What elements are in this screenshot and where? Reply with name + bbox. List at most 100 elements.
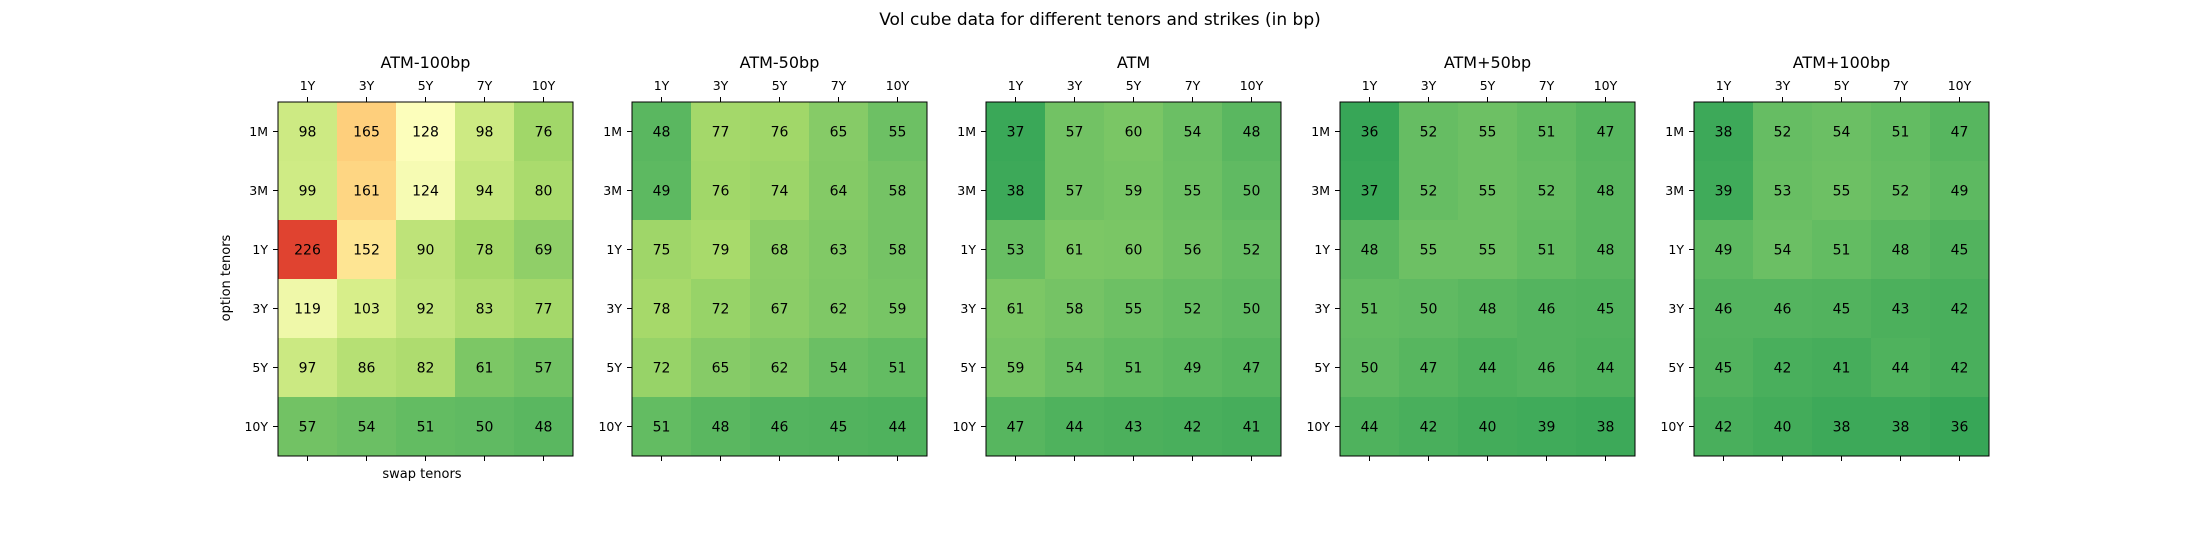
heatmap-cell	[1222, 338, 1282, 398]
heatmap-cell	[750, 220, 810, 280]
cell-value-label: 83	[476, 302, 494, 318]
heatmap-cell	[1694, 279, 1754, 339]
cell-value-label: 44	[1892, 361, 1910, 377]
heatmap-cell	[986, 220, 1046, 280]
cell-value-label: 51	[417, 420, 435, 436]
x-tick-label: 1Y	[1008, 78, 1024, 93]
panel-title: ATM+100bp	[1793, 53, 1891, 72]
heatmap-cell	[514, 397, 574, 457]
heatmap-cell	[986, 338, 1046, 398]
heatmap-cell	[1871, 279, 1931, 339]
cell-value-label: 56	[1184, 243, 1202, 259]
heatmap-cell	[1458, 397, 1518, 457]
cell-value-label: 52	[1892, 184, 1910, 200]
cell-value-label: 79	[712, 243, 730, 259]
cell-value-label: 52	[1184, 302, 1202, 318]
cell-value-label: 50	[476, 420, 494, 436]
cell-value-label: 72	[712, 302, 730, 318]
cell-value-label: 74	[771, 184, 789, 200]
heatmap-cell	[1458, 279, 1518, 339]
heatmap-cell	[1340, 397, 1400, 457]
heatmap-cell	[809, 338, 869, 398]
panel-title: ATM-50bp	[740, 53, 820, 72]
heatmap-cell	[1753, 338, 1813, 398]
y-tick-label: 3M	[1311, 183, 1330, 198]
cell-value-label: 37	[1007, 125, 1025, 141]
heatmap-cell	[1104, 279, 1164, 339]
heatmap-cell	[1812, 338, 1872, 398]
heatmap-cell	[691, 220, 751, 280]
heatmap-cell	[455, 220, 515, 280]
y-tick-label: 10Y	[598, 419, 622, 434]
cell-value-label: 226	[294, 243, 321, 259]
panel-title: ATM	[1117, 53, 1150, 72]
cell-value-label: 45	[1597, 302, 1615, 318]
heatmap-cell	[1458, 338, 1518, 398]
heatmap-cell	[986, 161, 1046, 221]
heatmap-cell	[809, 161, 869, 221]
cell-value-label: 57	[299, 420, 317, 436]
y-tick-label: 5Y	[606, 360, 622, 375]
x-tick-label: 7Y	[477, 78, 493, 93]
heatmap-cell	[337, 102, 397, 162]
cell-value-label: 128	[412, 125, 439, 141]
heatmap-cell	[1399, 220, 1459, 280]
y-tick-label: 1Y	[1668, 242, 1684, 257]
cell-value-label: 50	[1420, 302, 1438, 318]
y-tick-label: 1Y	[252, 242, 268, 257]
heatmap-cell	[396, 102, 456, 162]
cell-value-label: 152	[353, 243, 380, 259]
cell-value-label: 47	[1597, 125, 1615, 141]
cell-value-label: 48	[712, 420, 730, 436]
y-tick-label: 1M	[249, 124, 268, 139]
cell-value-label: 48	[1361, 243, 1379, 259]
cell-value-label: 59	[1007, 361, 1025, 377]
heatmap-cell	[986, 102, 1046, 162]
heatmap-cell	[632, 220, 692, 280]
cell-value-label: 52	[1774, 125, 1792, 141]
cell-value-label: 40	[1479, 420, 1497, 436]
x-tick-label: 10Y	[1948, 78, 1972, 93]
heatmap-cell	[1753, 102, 1813, 162]
cell-value-label: 54	[1184, 125, 1202, 141]
heatmap-cell	[750, 338, 810, 398]
cell-value-label: 64	[830, 184, 848, 200]
heatmap-panel: ATM+50bp 36 52 55 51 47 37 52 55 52 48 48 55 55 51 48 51…	[1306, 53, 1636, 461]
cell-value-label: 50	[1361, 361, 1379, 377]
heatmap-cell	[1576, 220, 1636, 280]
heatmap-cell	[1517, 279, 1577, 339]
heatmap-cell	[1576, 338, 1636, 398]
cell-value-label: 60	[1125, 125, 1143, 141]
cell-value-label: 44	[1361, 420, 1379, 436]
y-tick-label: 3Y	[252, 301, 268, 316]
heatmap-cell	[1812, 220, 1872, 280]
heatmap-panel: ATM 37 57 60 54 48 38 57 59 55 50 53 61 60 56 52 61 58 55 5…	[952, 53, 1282, 461]
cell-value-label: 43	[1892, 302, 1910, 318]
heatmap-cell	[278, 220, 338, 280]
x-tick-label: 5Y	[772, 78, 788, 93]
cell-value-label: 49	[1184, 361, 1202, 377]
x-tick-label: 3Y	[1067, 78, 1083, 93]
cell-value-label: 78	[476, 243, 494, 259]
cell-value-label: 90	[417, 243, 435, 259]
cell-value-label: 103	[353, 302, 380, 318]
figure-title: Vol cube data for different tenors and s…	[879, 10, 1321, 30]
heatmap-cell	[396, 279, 456, 339]
x-tick-label: 3Y	[713, 78, 729, 93]
cell-value-label: 59	[1125, 184, 1143, 200]
cell-value-label: 77	[712, 125, 730, 141]
cell-value-label: 76	[535, 125, 553, 141]
heatmap-cell	[278, 397, 338, 457]
heatmap-cell	[396, 220, 456, 280]
cell-value-label: 46	[1715, 302, 1733, 318]
heatmap-cell	[1812, 279, 1872, 339]
heatmap-cell	[809, 279, 869, 339]
heatmap-cell	[1871, 220, 1931, 280]
cell-value-label: 42	[1951, 361, 1969, 377]
cell-value-label: 55	[1479, 125, 1497, 141]
heatmap-cell	[278, 338, 338, 398]
heatmap-cell	[455, 279, 515, 339]
cell-value-label: 36	[1361, 125, 1379, 141]
cell-value-label: 55	[1420, 243, 1438, 259]
x-tick-label: 1Y	[1362, 78, 1378, 93]
